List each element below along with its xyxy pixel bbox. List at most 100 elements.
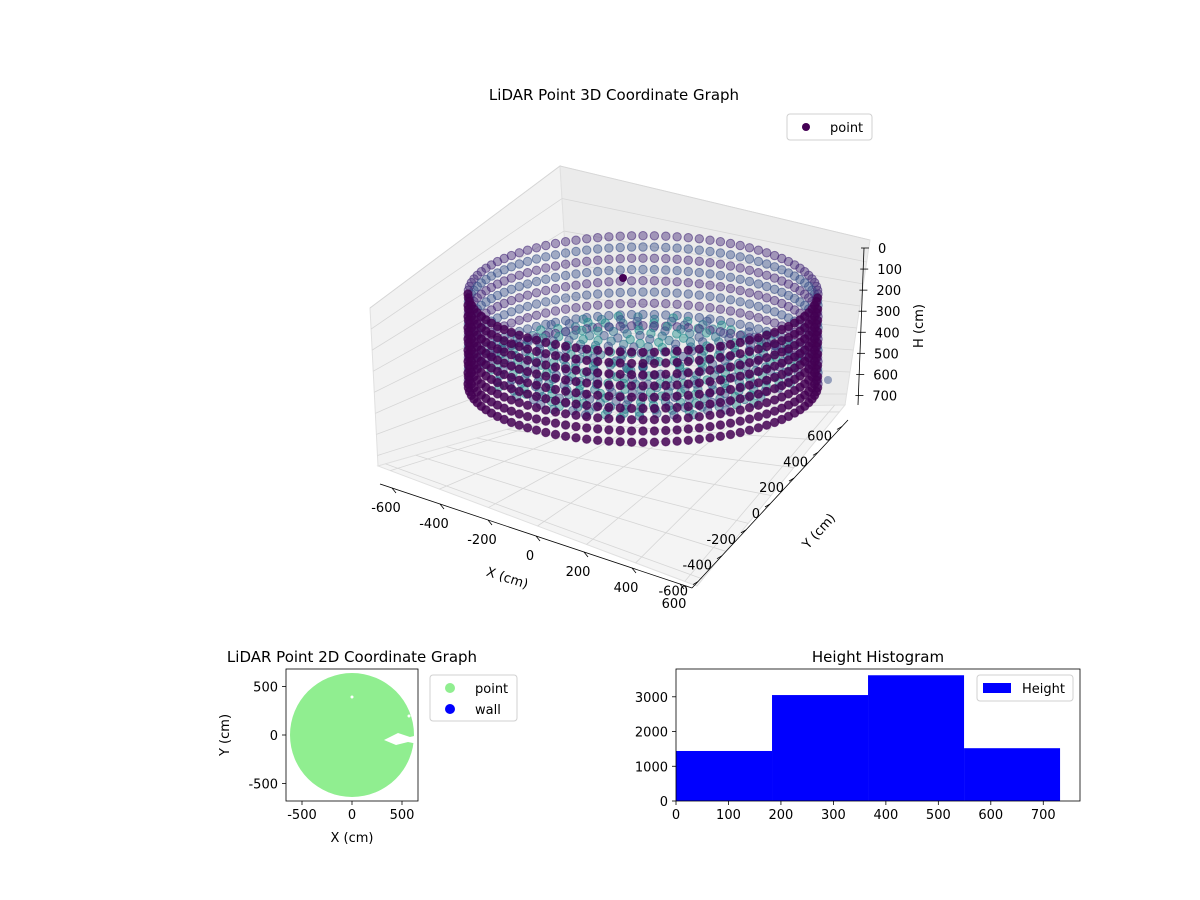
point-3d bbox=[506, 372, 517, 383]
point-3d bbox=[725, 295, 736, 305]
point-3d bbox=[649, 358, 660, 369]
point-3d bbox=[705, 421, 715, 432]
point-3d bbox=[599, 331, 609, 341]
point-3d bbox=[514, 293, 524, 303]
point-3d bbox=[481, 286, 491, 296]
point-3d bbox=[638, 309, 648, 320]
point-3d bbox=[593, 345, 603, 355]
point-3d bbox=[661, 414, 671, 424]
point-3d bbox=[593, 356, 603, 367]
point-3d bbox=[531, 391, 542, 402]
point-3d bbox=[522, 366, 533, 377]
point-3d bbox=[705, 246, 715, 257]
point-3d bbox=[649, 264, 660, 275]
point-3d bbox=[571, 269, 581, 279]
point-3d bbox=[571, 410, 581, 420]
point-3d bbox=[550, 429, 561, 440]
point-3d bbox=[638, 242, 648, 252]
point-3d bbox=[506, 384, 517, 394]
point-3d bbox=[645, 334, 655, 344]
point-3d bbox=[626, 392, 637, 402]
point-3d bbox=[672, 232, 682, 242]
point-3d bbox=[735, 394, 745, 404]
point-3d bbox=[531, 288, 542, 298]
point-3d bbox=[486, 293, 497, 304]
point-3d bbox=[683, 323, 693, 333]
point-3d bbox=[769, 327, 780, 338]
point-3d bbox=[661, 358, 671, 368]
point-3d bbox=[735, 427, 745, 438]
point-3d bbox=[725, 339, 736, 350]
point-3d bbox=[531, 425, 542, 435]
point-3d bbox=[683, 266, 693, 277]
wall-gap-dot bbox=[350, 695, 354, 699]
y-tick-2d: -500 bbox=[248, 778, 278, 793]
point-3d bbox=[735, 308, 745, 318]
point-3d bbox=[531, 380, 542, 390]
point-3d bbox=[560, 259, 571, 269]
point-3d bbox=[638, 392, 648, 402]
chart-3d-title: LiDAR Point 3D Coordinate Graph bbox=[489, 86, 739, 104]
point-3d bbox=[619, 324, 629, 334]
point-3d bbox=[705, 388, 715, 398]
point-3d bbox=[638, 287, 648, 297]
point-3d bbox=[694, 400, 704, 411]
x-tick-histogram: 400 bbox=[873, 808, 898, 823]
point-3d bbox=[522, 333, 533, 343]
point-3d bbox=[571, 303, 581, 313]
point-3d bbox=[762, 293, 772, 303]
point-3d bbox=[725, 283, 736, 294]
point-3d bbox=[531, 346, 542, 357]
point-3d bbox=[571, 354, 581, 364]
point-3d bbox=[661, 425, 671, 436]
point-3d bbox=[769, 417, 780, 428]
point-3d bbox=[626, 253, 637, 263]
point-3d bbox=[715, 397, 726, 408]
point-3d bbox=[625, 334, 635, 345]
point-3d bbox=[753, 344, 764, 354]
point-3d bbox=[744, 346, 755, 357]
point-3d bbox=[694, 267, 704, 278]
point-3d bbox=[560, 364, 571, 374]
point-3d bbox=[571, 246, 581, 257]
point-3d bbox=[550, 261, 561, 271]
point-3d bbox=[735, 319, 745, 329]
z-tick-3d: 0 bbox=[878, 242, 886, 257]
point-3d bbox=[582, 355, 592, 366]
point-3d bbox=[604, 425, 614, 435]
x-axis-label-2d: X (cm) bbox=[331, 831, 374, 846]
point-3d bbox=[735, 349, 745, 359]
point-3d bbox=[661, 242, 671, 253]
point-3d bbox=[514, 353, 524, 363]
point-3d bbox=[626, 231, 637, 241]
point-3d bbox=[715, 420, 726, 430]
point-3d bbox=[593, 323, 603, 333]
x-tick-histogram: 300 bbox=[821, 808, 846, 823]
point-3d bbox=[672, 414, 682, 424]
point-3d bbox=[649, 276, 660, 286]
point-3d bbox=[744, 276, 755, 287]
point-3d bbox=[661, 299, 671, 309]
legend-3d: point bbox=[786, 113, 873, 141]
point-3d bbox=[661, 392, 671, 402]
histogram-bar bbox=[964, 748, 1061, 801]
point-3d bbox=[486, 305, 497, 315]
histogram-bar bbox=[868, 675, 965, 801]
point-3d bbox=[694, 256, 704, 266]
point-3d bbox=[661, 347, 671, 357]
point-3d bbox=[550, 418, 561, 428]
point-3d bbox=[514, 398, 524, 408]
point-3d bbox=[789, 282, 800, 293]
point-3d bbox=[804, 270, 814, 280]
point-3d bbox=[705, 399, 715, 409]
point-3d bbox=[541, 360, 551, 370]
point-3d bbox=[735, 405, 745, 415]
z-tick-3d: 500 bbox=[874, 347, 899, 362]
point-3d bbox=[672, 299, 682, 309]
point-3d bbox=[735, 263, 745, 273]
point-3d bbox=[522, 313, 533, 323]
point-3d bbox=[725, 272, 736, 282]
point-3d bbox=[522, 324, 533, 334]
z-tick-3d: 300 bbox=[876, 305, 901, 320]
